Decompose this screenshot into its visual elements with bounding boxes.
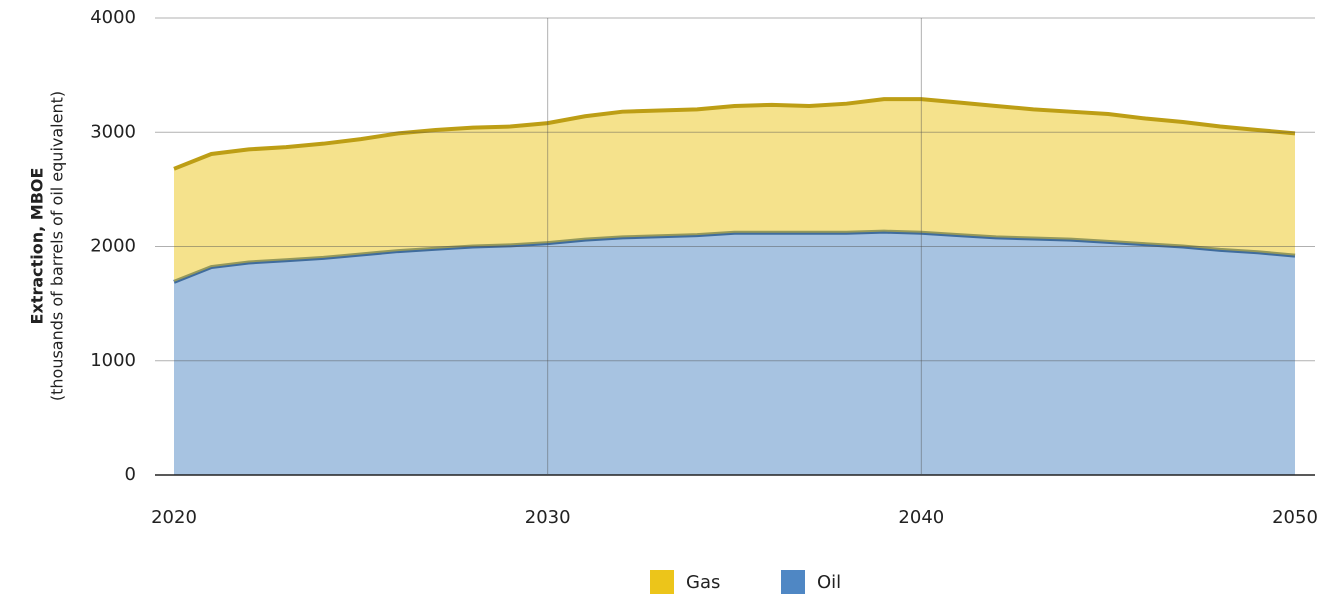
y-sublabel: (thousands of barrels of oil equivalent) [48,91,67,401]
y-tick-label: 0 [125,464,136,485]
legend-swatch [650,570,674,594]
area-line [173,97,1296,171]
x-tick-label: 2050 [1272,507,1318,528]
legend-label: Gas [686,572,720,593]
x-tick-label: 2030 [525,507,571,528]
area [174,231,1295,475]
legend-swatch [781,570,805,594]
y-tick-label: 2000 [90,236,136,257]
area [174,99,1295,282]
y-axis-title: Extraction, MBOE (thousands of barrels o… [28,91,67,401]
legend-label: Oil [817,572,841,593]
y-tick-label: 3000 [90,121,136,142]
y-label: Extraction, MBOE [28,168,47,325]
y-tick-label: 4000 [90,7,136,28]
x-tick-label: 2040 [898,507,944,528]
x-tick-label: 2020 [151,507,197,528]
y-tick-label: 1000 [90,350,136,371]
